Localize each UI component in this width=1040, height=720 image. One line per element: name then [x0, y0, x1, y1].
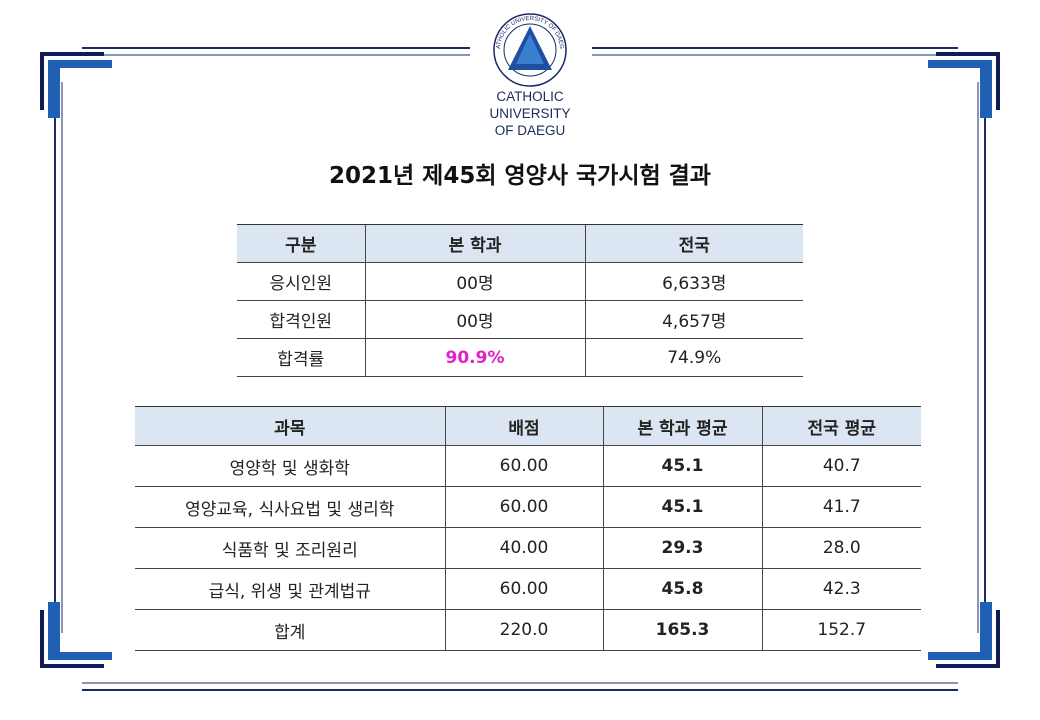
logo-line: CATHOLIC	[496, 89, 564, 104]
cell: 식품학 및 조리원리	[135, 527, 445, 569]
cell: 영양교육, 식사요법 및 생리학	[135, 486, 445, 528]
header-cell: 과목	[135, 406, 445, 446]
row: 식품학 및 조리원리 40.00 29.3 28.0	[135, 527, 921, 569]
cell: 4,657명	[584, 300, 803, 339]
header-cell: 구분	[237, 224, 365, 263]
logo-line: OF DAEGU	[494, 123, 566, 138]
cell: 90.9%	[364, 338, 585, 377]
cell: 29.3	[602, 527, 762, 569]
row: 합계 220.0 165.3 152.7	[135, 609, 921, 651]
header-cell: 본 학과	[364, 224, 585, 263]
cell: 45.8	[602, 568, 762, 610]
row: 급식, 위생 및 관계법규 60.00 45.8 42.3	[135, 568, 921, 610]
row: 합격률 90.9% 74.9%	[237, 338, 803, 377]
cell: 74.9%	[584, 338, 803, 377]
score-table: 과목 배점 본 학과 평균 전국 평균 영양학 및 생화학 60.00 45.1 40.7 영양…	[135, 406, 921, 651]
cell: 60.00	[444, 568, 603, 610]
cell: 영양학 및 생화학	[135, 445, 445, 487]
cell: 41.7	[761, 486, 921, 528]
header-cell: 전국 평균	[761, 406, 921, 446]
logo-text: CATHOLIC UNIVERSITY OF DAEGU	[470, 88, 590, 139]
cell: 45.1	[602, 445, 762, 487]
cell: 28.0	[761, 527, 921, 569]
cell: 60.00	[444, 445, 603, 487]
cell: 40.7	[761, 445, 921, 487]
header-row: 구분 본 학과 전국	[237, 224, 803, 263]
cell: 152.7	[761, 609, 921, 651]
logo-line: UNIVERSITY	[489, 106, 571, 121]
cell: 165.3	[602, 609, 762, 651]
row: 영양학 및 생화학 60.00 45.1 40.7	[135, 445, 921, 487]
header-cell: 본 학과 평균	[602, 406, 762, 446]
cell: 6,633명	[584, 262, 803, 301]
row: 응시인원 00명 6,633명	[237, 262, 803, 301]
cell: 00명	[364, 262, 585, 301]
header-cell: 전국	[584, 224, 803, 263]
cell: 응시인원	[237, 262, 365, 301]
cell: 00명	[364, 300, 585, 339]
pass-table: 구분 본 학과 전국 응시인원 00명 6,633명 합격인원 00명 4,657명 합격률 90.…	[237, 224, 803, 377]
title: 2021년 제45회 영양사 국가시험 결과	[329, 163, 711, 189]
cell: 60.00	[444, 486, 603, 528]
header-row: 과목 배점 본 학과 평균 전국 평균	[135, 406, 921, 446]
cell: 45.1	[602, 486, 762, 528]
svg-text:CATHOLIC UNIVERSITY OF DAEGU: CATHOLIC UNIVERSITY OF DAEGU	[0, 0, 564, 50]
cell: 합격률	[237, 338, 365, 377]
header-cell: 배점	[444, 406, 603, 446]
cell: 합격인원	[237, 300, 365, 339]
cell: 220.0	[444, 609, 603, 651]
cell: 40.00	[444, 527, 603, 569]
cell: 42.3	[761, 568, 921, 610]
cell: 급식, 위생 및 관계법규	[135, 568, 445, 610]
logo-ring: CATHOLIC UNIVERSITY OF DAEGU	[0, 0, 564, 50]
cell: 합계	[135, 609, 445, 651]
logo-emblem: CATHOLIC UNIVERSITY OF DAEGU	[0, 0, 567, 87]
row: 합격인원 00명 4,657명	[237, 300, 803, 339]
row: 영양교육, 식사요법 및 생리학 60.00 45.1 41.7	[135, 486, 921, 528]
